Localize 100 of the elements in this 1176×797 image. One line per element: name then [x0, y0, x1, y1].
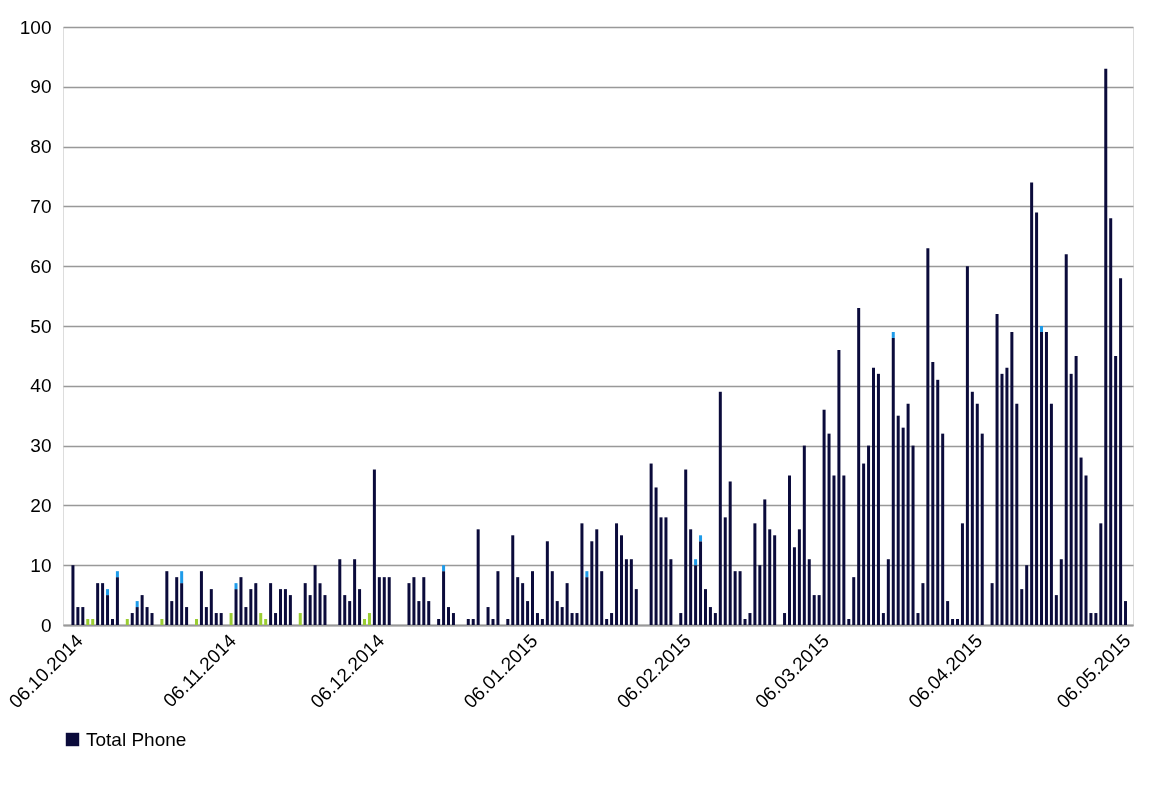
- y-tick-label: 30: [30, 435, 52, 457]
- bar: [427, 601, 431, 625]
- bar: [797, 529, 801, 625]
- bar: [234, 583, 238, 590]
- y-tick-label: 100: [19, 16, 52, 38]
- bar: [535, 613, 539, 625]
- bar: [437, 619, 441, 625]
- bar: [872, 367, 875, 625]
- bar: [209, 589, 213, 625]
- bar: [160, 619, 164, 625]
- bar: [115, 571, 119, 578]
- bar: [259, 613, 263, 625]
- bar: [130, 613, 134, 625]
- bar: [135, 601, 139, 608]
- bar: [170, 601, 174, 625]
- bar: [1015, 403, 1019, 625]
- bar: [185, 607, 189, 625]
- bar: [343, 595, 347, 625]
- bar: [269, 583, 273, 625]
- bar: [570, 613, 574, 625]
- bar: [694, 559, 698, 566]
- bar: [367, 613, 371, 625]
- bar: [748, 613, 752, 625]
- bar: [283, 589, 287, 625]
- bar: [1054, 595, 1058, 625]
- bar: [1035, 212, 1039, 625]
- bar: [511, 535, 515, 625]
- y-tick-label: 70: [30, 195, 52, 217]
- bar: [1025, 565, 1029, 625]
- y-tick-label: 50: [30, 315, 52, 337]
- y-tick-label: 80: [30, 136, 52, 158]
- bar: [110, 619, 114, 625]
- bar: [442, 571, 446, 625]
- bar: [1005, 367, 1009, 625]
- bar: [239, 577, 243, 625]
- bar: [699, 535, 703, 542]
- bar: [76, 607, 80, 625]
- bar: [951, 619, 955, 625]
- bar: [229, 613, 233, 625]
- bar: [1049, 403, 1053, 625]
- bar: [199, 571, 203, 625]
- bar: [204, 607, 208, 625]
- bar: [175, 577, 179, 625]
- bar: [1040, 331, 1044, 625]
- bar: [931, 361, 935, 625]
- bar: [106, 589, 110, 596]
- bar: [274, 613, 278, 625]
- bar: [348, 601, 352, 625]
- bar: [377, 577, 381, 625]
- bar: [1079, 457, 1083, 625]
- bar: [560, 607, 564, 625]
- bar: [516, 577, 520, 625]
- bar: [817, 595, 821, 625]
- bar: [308, 595, 312, 625]
- bar: [590, 541, 594, 625]
- bar: [723, 517, 727, 625]
- bar: [708, 607, 712, 625]
- bar: [1040, 326, 1044, 332]
- bar: [659, 517, 663, 625]
- y-tick-label: 10: [30, 554, 52, 576]
- bar: [728, 481, 732, 625]
- bar: [876, 373, 880, 625]
- bar: [970, 391, 974, 625]
- bar: [106, 595, 110, 625]
- bar: [442, 565, 446, 572]
- bar: [254, 583, 258, 625]
- bar: [634, 589, 638, 625]
- bar: [827, 433, 831, 625]
- bar: [372, 469, 376, 625]
- bar: [946, 601, 950, 625]
- bar: [115, 577, 119, 625]
- bar: [486, 607, 490, 625]
- bar: [353, 559, 357, 625]
- bar: [565, 583, 569, 625]
- bar: [264, 619, 268, 625]
- bar: [956, 619, 960, 625]
- bar: [1020, 589, 1024, 625]
- bar: [654, 487, 658, 625]
- bar: [1030, 182, 1034, 625]
- bar: [699, 541, 703, 625]
- bar: [531, 571, 535, 625]
- bar: [703, 589, 707, 625]
- bar: [960, 523, 964, 625]
- bar: [140, 595, 144, 625]
- bar: [852, 577, 856, 625]
- bar: [338, 559, 342, 625]
- bar: [911, 445, 915, 625]
- bar: [753, 523, 757, 625]
- bar: [773, 535, 777, 625]
- bar: [249, 589, 253, 625]
- bar: [629, 559, 633, 625]
- bar: [101, 583, 105, 625]
- bar: [886, 559, 890, 625]
- bar: [694, 565, 698, 625]
- bar: [689, 529, 693, 625]
- bar: [792, 547, 796, 625]
- bar: [506, 619, 510, 625]
- bar: [358, 589, 362, 625]
- bar: [812, 595, 816, 625]
- bar: [521, 583, 525, 625]
